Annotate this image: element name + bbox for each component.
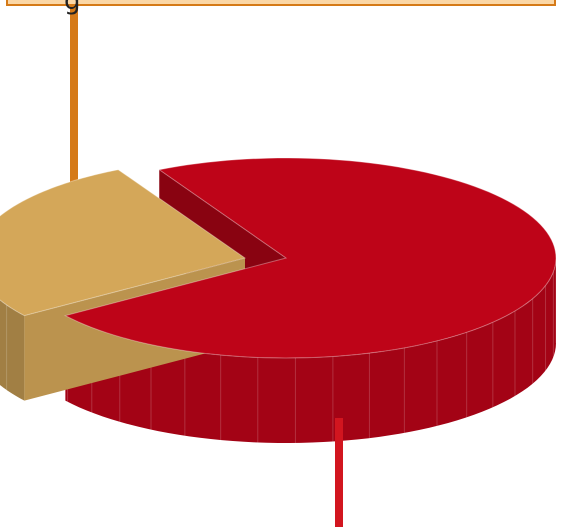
slice-0-top <box>63 157 557 359</box>
leader-line-small-slice <box>70 0 78 220</box>
slice-callout-box <box>6 0 556 6</box>
slice-0-side <box>65 258 556 443</box>
slice-callout-label: g <box>64 0 81 16</box>
leader-line-large-slice <box>335 418 343 527</box>
slice-1-side <box>0 300 25 401</box>
slice-1-top <box>0 169 247 317</box>
